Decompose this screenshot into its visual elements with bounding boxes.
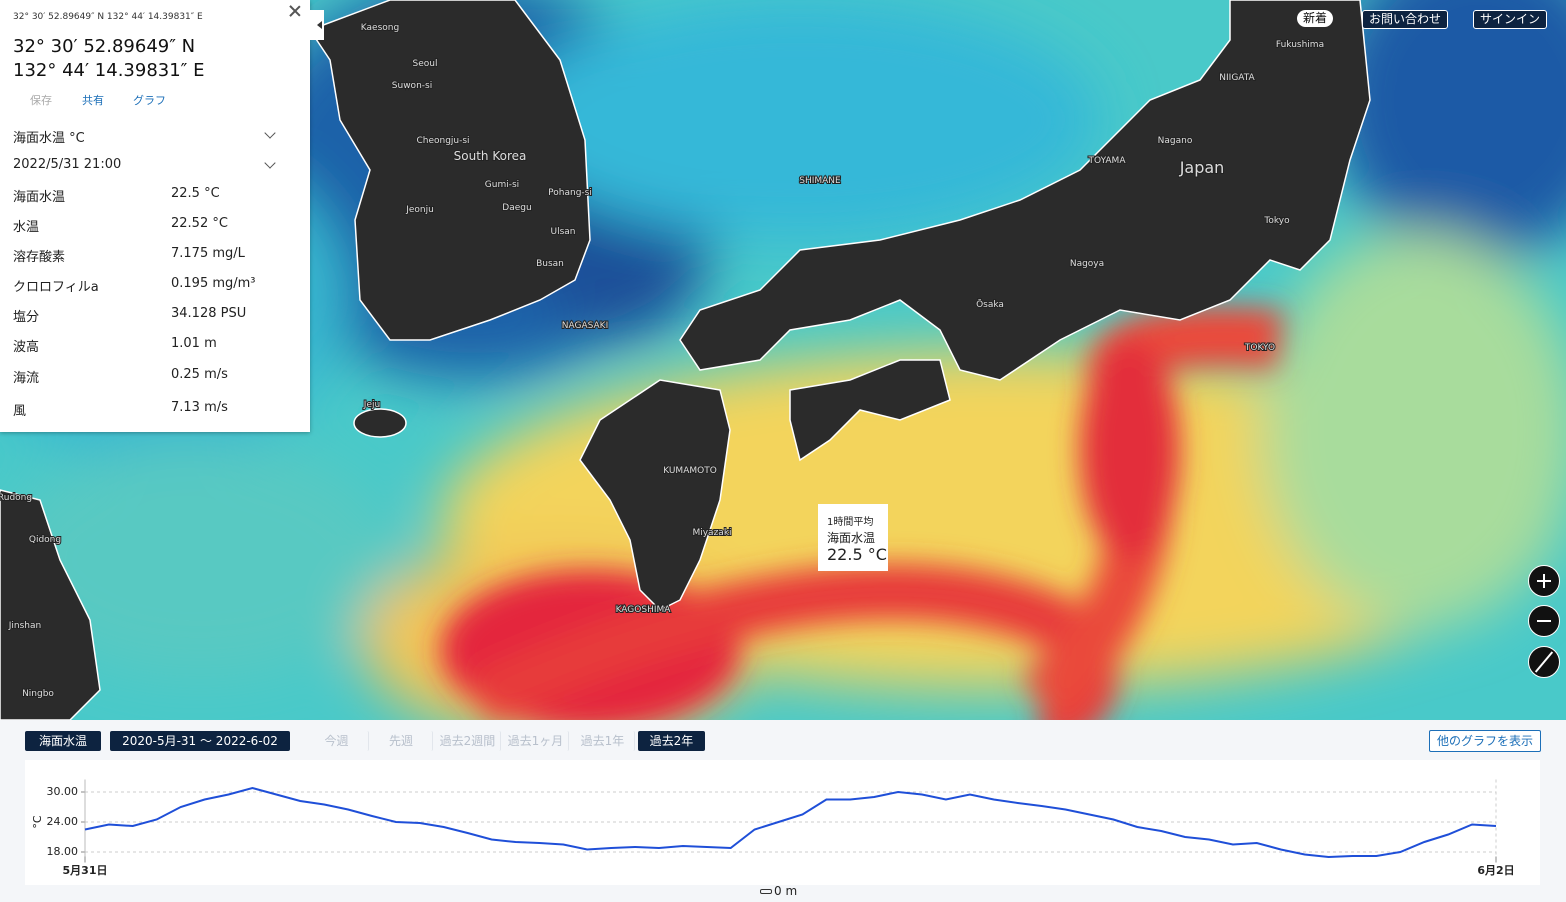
map-label: Tokyo [1263,216,1290,226]
period-button[interactable]: 今週 [305,731,369,751]
tooltip-value: 22.5 °C [827,545,887,564]
map-label: Jeonju [405,205,434,215]
row-label: 海流 [13,371,40,386]
map-label: Suwon-si [392,81,432,91]
zoom-in[interactable] [1528,565,1560,597]
chevron [264,157,276,169]
map-label: KUMAMOTO [663,466,717,476]
map-label: Ningbo [22,689,54,699]
map-label: Miyazaki [692,528,731,538]
map-label: Jinshan [8,621,41,631]
row-value: 22.52 °C [171,216,228,231]
depth-indicator: 0 m [760,884,797,898]
row-label: 風 [13,404,27,419]
graph-panel: 海面水温 2020-5月-31 ～ 2022-6-02 今週 先週 過去2週間 過去1… [0,720,1566,902]
map-label: TOKYO [1244,343,1275,353]
land [0,0,1371,720]
map-label: Gumi-si [485,180,519,190]
row-value: 0.195 mg/m³ [171,276,256,291]
save-button[interactable]: 保存 [30,94,52,107]
map-label: Kaesong [361,23,399,33]
map-label: South Korea [454,149,527,163]
chart: °C 18.00 24.00 30.00 5月31日 6月2日 [31,779,1515,877]
date-range[interactable]: 2020-5月-31 ～ 2022-6-02 [110,731,290,751]
row-value: 7.13 m/s [171,400,228,415]
row-value: 34.128 PSU [171,306,247,321]
collapse-panel[interactable] [310,10,324,40]
info-panel: 32° 30′ 52.89649″ N 132° 44′ 14.39831″ E… [0,0,310,432]
longitude: 132° 44′ 14.39831″ E [13,60,205,81]
map-label: Qidong [29,535,61,545]
row-label: 溶存酸素 [13,250,66,265]
row-value: 7.175 mg/L [171,246,245,261]
map-label: TOYAMA [1088,156,1127,166]
map-label: Seoul [413,59,438,69]
map-label: Pohang-si [548,188,592,198]
map-label: Fukushima [1276,40,1324,50]
row-label: 波高 [13,340,40,355]
map-label: Nagoya [1070,259,1104,269]
y-tick-label: 24.00 [47,815,79,828]
map-label: Busan [536,259,564,269]
map-label: Ulsan [551,227,576,237]
y-tick-label: 18.00 [47,845,79,858]
x-tick-label: 6月2日 [1477,864,1514,877]
contact-button[interactable]: お問い合わせ [1362,10,1449,29]
row-value: 22.5 °C [171,186,220,201]
x-tick-label: 5月31日 [63,864,108,877]
map-label: Nagano [1158,136,1193,146]
datetime-select[interactable]: 2022/5/31 21:00 [13,157,122,172]
share-button[interactable]: 共有 [82,94,104,107]
period-button[interactable]: 先週 [370,731,433,751]
map-label: NAGASAKI [562,321,608,331]
latitude: 32° 30′ 52.89649″ N [13,36,196,57]
news-button[interactable]: 新着 [1297,10,1334,27]
compass[interactable] [1528,646,1560,678]
graph-button[interactable]: グラフ [133,94,166,107]
map-label: Japan [1179,158,1225,177]
map-label: Ōsaka [976,299,1004,310]
map-label: SHIMANE [799,176,841,186]
period-button[interactable]: 過去1ヶ月 [503,731,569,751]
chevron [264,127,276,139]
more-graphs-button[interactable]: 他のグラフを表示 [1429,730,1541,752]
variable-dropdown[interactable]: 海面水温 [25,731,101,751]
signin-button[interactable]: サインイン [1473,10,1548,29]
row-label: 海面水温 [13,190,66,205]
row-value: 0.25 m/s [171,367,228,382]
y-tick-label: 30.00 [47,785,79,798]
close-button[interactable] [288,4,302,18]
period-button[interactable]: 過去2年 [638,731,705,751]
row-label: 塩分 [13,310,40,325]
tooltip-caption: 1時間平均 [827,517,874,528]
map-label: Jeju [363,400,380,410]
tooltip-variable: 海面水温 [827,531,876,545]
map-tooltip: 1時間平均 海面水温 22.5 °C [818,504,888,571]
y-axis-label: °C [31,815,44,829]
map-labels: Kaesong Seoul Suwon-si Cheongju-si South Kor… [0,22,1325,700]
row-label: 水温 [13,220,40,235]
map-label: KAGOSHIMA [616,605,672,615]
map-label: NIIGATA [1219,73,1255,83]
map-label: Cheongju-si [416,136,469,146]
map-label: Daegu [502,203,531,213]
row-label: クロロフィルa [13,280,99,295]
period-button[interactable]: 過去2週間 [435,731,501,751]
chart-card: °C 18.00 24.00 30.00 5月31日 6月2日 [25,760,1540,885]
coordinate-header: 32° 30′ 52.89649″ N 132° 44′ 14.39831″ E [13,12,203,22]
zoom-out[interactable] [1528,605,1560,637]
period-button[interactable]: 過去1年 [571,731,635,751]
row-value: 1.01 m [171,336,217,351]
variable-select[interactable]: 海面水温 °C [13,131,85,146]
temperature-line [84,786,1497,859]
map-label: Rudong [0,493,32,503]
